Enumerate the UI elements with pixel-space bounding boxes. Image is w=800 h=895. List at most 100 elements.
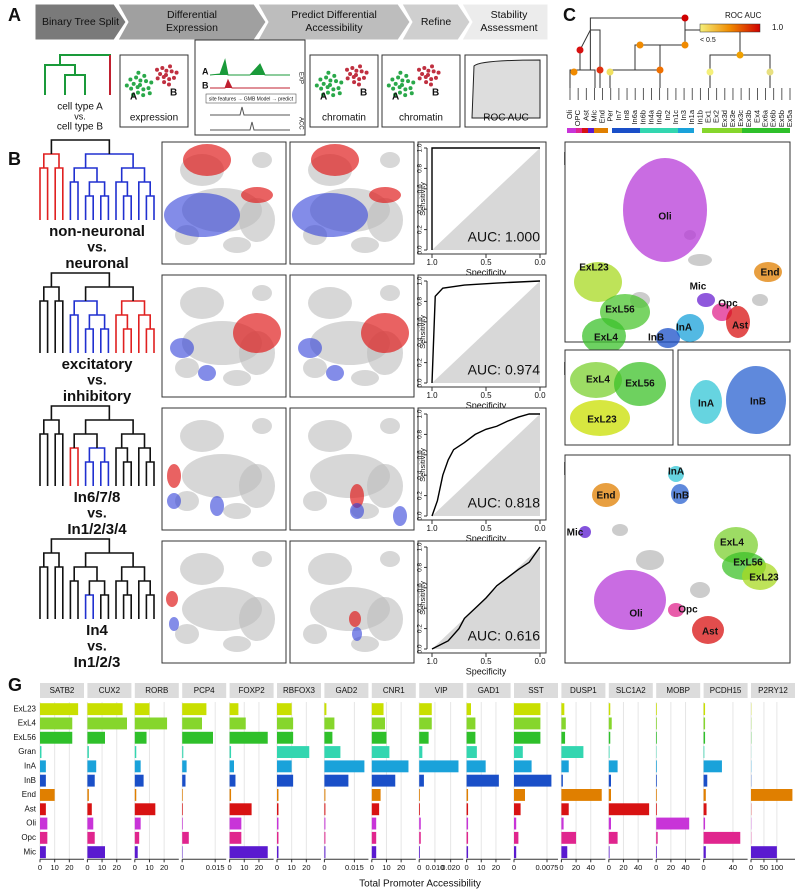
illustration-dot xyxy=(135,85,140,90)
tsne-cloud xyxy=(252,551,272,567)
tree-branch xyxy=(39,566,49,619)
tree-branch xyxy=(84,328,94,353)
y-axis-label: Sensitivity xyxy=(418,581,427,615)
gene-title: VIP xyxy=(435,686,448,695)
x-tick-label: 0.015 xyxy=(345,863,364,872)
gene-header xyxy=(371,683,416,698)
bar xyxy=(466,717,476,730)
tree-branch xyxy=(88,181,106,196)
bar xyxy=(466,817,469,830)
illustration-dot xyxy=(350,65,355,70)
illustration-dot xyxy=(166,82,171,87)
illustration-dot xyxy=(314,83,319,88)
tree-branch xyxy=(50,405,111,420)
tree-branch xyxy=(88,447,106,462)
gene-header xyxy=(466,683,511,698)
leaf-label: Ex2 xyxy=(712,110,721,123)
group-a-label: excitatory xyxy=(62,356,134,373)
x-tick-label: 0.0 xyxy=(534,391,546,400)
group-b: B xyxy=(360,88,367,99)
bar xyxy=(229,746,232,758)
x-tick-label: 10 xyxy=(50,863,58,872)
tsne-group-b xyxy=(326,365,344,381)
tsne-cluster xyxy=(676,314,704,342)
tree-branch xyxy=(50,272,111,287)
tree-branch xyxy=(69,314,79,353)
leaf-label: Ex6a xyxy=(761,109,770,127)
illustration-box xyxy=(381,54,461,128)
tsne-cluster xyxy=(656,328,680,348)
illustration-dot xyxy=(345,76,350,81)
bar xyxy=(608,831,618,844)
bar xyxy=(134,846,138,859)
tsne-cluster xyxy=(594,570,666,630)
illustration-dot xyxy=(141,87,146,92)
tree-branch xyxy=(138,580,151,619)
gene-header xyxy=(608,683,653,698)
tree-branch xyxy=(120,566,146,581)
bar xyxy=(419,731,429,744)
illustration-dot xyxy=(336,86,341,91)
tree-branch xyxy=(73,300,98,315)
bar xyxy=(371,846,377,859)
leaf-label: Ex1 xyxy=(704,110,713,123)
tsne-cluster xyxy=(668,603,684,617)
x-tick-label: 40 xyxy=(587,863,595,872)
y-tick-label: 0.6 xyxy=(417,317,424,326)
tsne-group-a xyxy=(166,591,178,607)
tsne-cloud xyxy=(303,624,327,644)
row-label: ExL23 xyxy=(13,704,36,713)
model-label: site features → GMB Model → predict xyxy=(209,96,294,102)
illustration-dot xyxy=(386,83,391,88)
type-bar xyxy=(702,128,742,133)
bar xyxy=(514,746,523,758)
tsne-cloud xyxy=(175,624,199,644)
bar xyxy=(608,817,611,830)
panel-label: B xyxy=(8,149,21,169)
gene-title: FOXP2 xyxy=(238,686,265,695)
gene-header xyxy=(87,683,132,698)
x-tick-label: 0.020 xyxy=(441,863,460,872)
tree-branch xyxy=(100,195,110,220)
bar xyxy=(324,831,326,844)
tsne-cloud xyxy=(367,198,403,242)
illustration-dot xyxy=(144,79,149,84)
illustration-dot xyxy=(426,68,431,73)
bar xyxy=(182,703,207,716)
tsne-cloud xyxy=(380,551,400,567)
step-box xyxy=(34,3,127,41)
illustration-dot xyxy=(337,91,342,96)
illustration-box xyxy=(464,54,548,128)
illustration-dot xyxy=(136,70,141,75)
x-tick-label: 0 xyxy=(654,863,658,872)
y-tick-label: 0.8 xyxy=(417,563,424,572)
bar xyxy=(324,774,349,787)
tree-branch xyxy=(115,580,129,619)
illustration-dot xyxy=(364,70,369,75)
step-label: Binary Tree Split xyxy=(42,16,119,28)
x-axis-label: Specificity xyxy=(466,267,507,277)
bar xyxy=(514,760,532,773)
auc-legend-high: 1.0 xyxy=(772,23,784,32)
illustration-dot xyxy=(161,75,166,80)
bar xyxy=(751,789,793,801)
y-axis-label: Sensitivity xyxy=(418,315,427,349)
x-tick-label: 0 xyxy=(417,863,421,872)
illustration-dot xyxy=(319,86,324,91)
illustration-dot xyxy=(331,87,336,92)
tree-branch xyxy=(39,433,49,486)
tree-branch xyxy=(84,286,134,301)
illustration-dot xyxy=(332,73,337,78)
bar xyxy=(182,789,183,801)
tree-branch xyxy=(100,328,110,353)
bar xyxy=(87,831,95,844)
bar xyxy=(182,774,186,787)
illustration-dot xyxy=(423,75,428,80)
bar xyxy=(229,789,232,801)
bar xyxy=(656,789,657,801)
bar xyxy=(466,760,486,773)
y-tick-label: 1.0 xyxy=(417,409,424,418)
bar xyxy=(40,846,46,859)
tsne-group-a xyxy=(349,611,361,627)
